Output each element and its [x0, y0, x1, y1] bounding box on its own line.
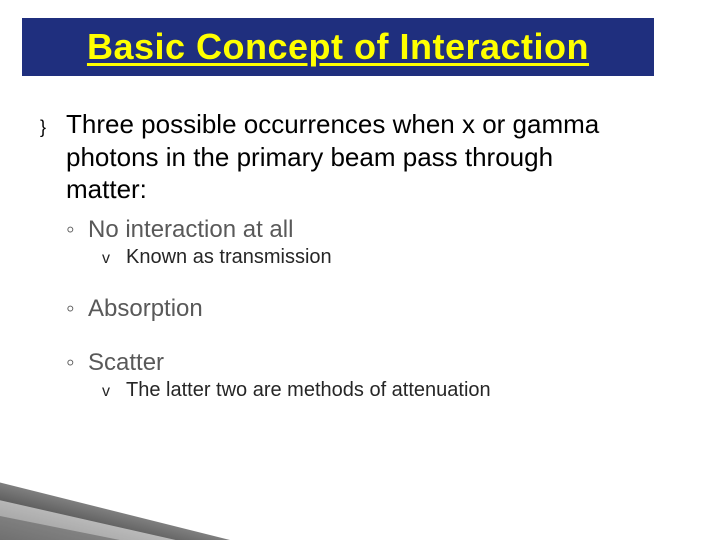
slide-title: Basic Concept of Interaction — [87, 26, 589, 68]
sub-point-2: ◦Absorption — [66, 295, 680, 323]
main-text-line3: matter: — [66, 174, 147, 204]
main-point: }Three possible occurrences when x or ga… — [40, 108, 680, 206]
subsub-point-2: vThe latter two are methods of attenuati… — [102, 379, 680, 402]
sub-point-3: ◦Scatter — [66, 349, 680, 377]
bullet-icon: v — [102, 250, 126, 268]
bullet-icon: } — [40, 116, 66, 139]
title-bar: Basic Concept of Interaction — [22, 18, 654, 76]
slide-body: }Three possible occurrences when x or ga… — [40, 108, 680, 402]
subsub-text: Known as transmission — [126, 246, 332, 268]
sub-text: Absorption — [88, 295, 203, 322]
sub-text: No interaction at all — [88, 216, 293, 243]
subsub-point-1: vKnown as transmission — [102, 246, 680, 269]
sub-text: Scatter — [88, 349, 164, 376]
main-text-line2: photons in the primary beam pass through — [66, 142, 553, 172]
bullet-icon: v — [102, 383, 126, 401]
bullet-icon: ◦ — [66, 216, 88, 244]
decorative-wedge — [0, 440, 270, 540]
slide: Basic Concept of Interaction }Three poss… — [0, 0, 720, 540]
bullet-icon: ◦ — [66, 349, 88, 377]
bullet-icon: ◦ — [66, 295, 88, 323]
subsub-text: The latter two are methods of attenuatio… — [126, 379, 491, 401]
main-text-line1: Three possible occurrences when x or gam… — [66, 109, 599, 139]
sub-point-1: ◦No interaction at all — [66, 216, 680, 244]
